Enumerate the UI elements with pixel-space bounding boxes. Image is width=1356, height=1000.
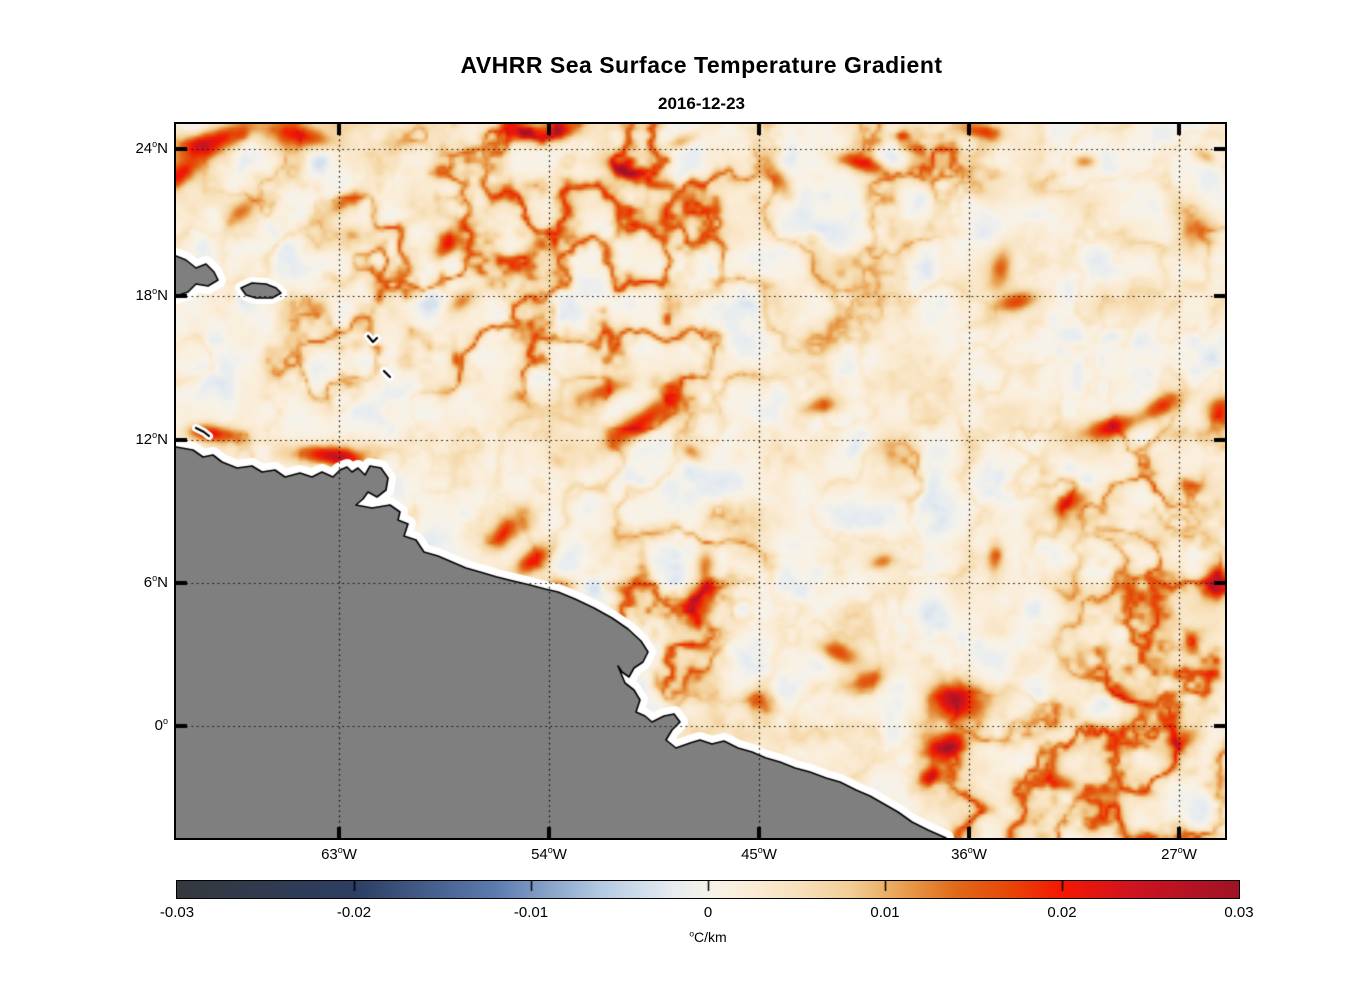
map-plot <box>174 122 1227 840</box>
colorbar-tick-label: -0.01 <box>513 904 549 921</box>
colorbar-tick-label: 0 <box>703 904 713 921</box>
colorbar-tick-label: 0.03 <box>1224 904 1254 921</box>
page-title: AVHRR Sea Surface Temperature Gradient <box>460 52 943 78</box>
x-tick-label: 63oW <box>321 845 357 864</box>
colorbar-tick-label: 0.01 <box>870 904 900 921</box>
colorbar-tick-label: 0.02 <box>1047 904 1077 921</box>
x-tick-label: 27oW <box>1161 845 1197 864</box>
x-tick-label: 45oW <box>741 845 777 864</box>
x-tick-label: 36oW <box>951 845 987 864</box>
colorbar <box>176 880 1240 899</box>
y-tick-label: 24oN <box>135 139 168 158</box>
colorbar-canvas <box>177 881 1239 898</box>
colorbar-tick-label: -0.02 <box>336 904 372 921</box>
colorbar-unit-label: oC/km <box>689 928 727 945</box>
y-tick-label: 0o <box>154 716 168 735</box>
colorbar-tick-label: -0.03 <box>159 904 195 921</box>
date-subtitle: 2016-12-23 <box>658 94 745 113</box>
y-tick-label: 6oN <box>143 573 168 592</box>
y-tick-label: 18oN <box>135 286 168 305</box>
sst-gradient-map-canvas <box>176 124 1225 838</box>
y-tick-label: 12oN <box>135 430 168 449</box>
x-tick-label: 54oW <box>531 845 567 864</box>
